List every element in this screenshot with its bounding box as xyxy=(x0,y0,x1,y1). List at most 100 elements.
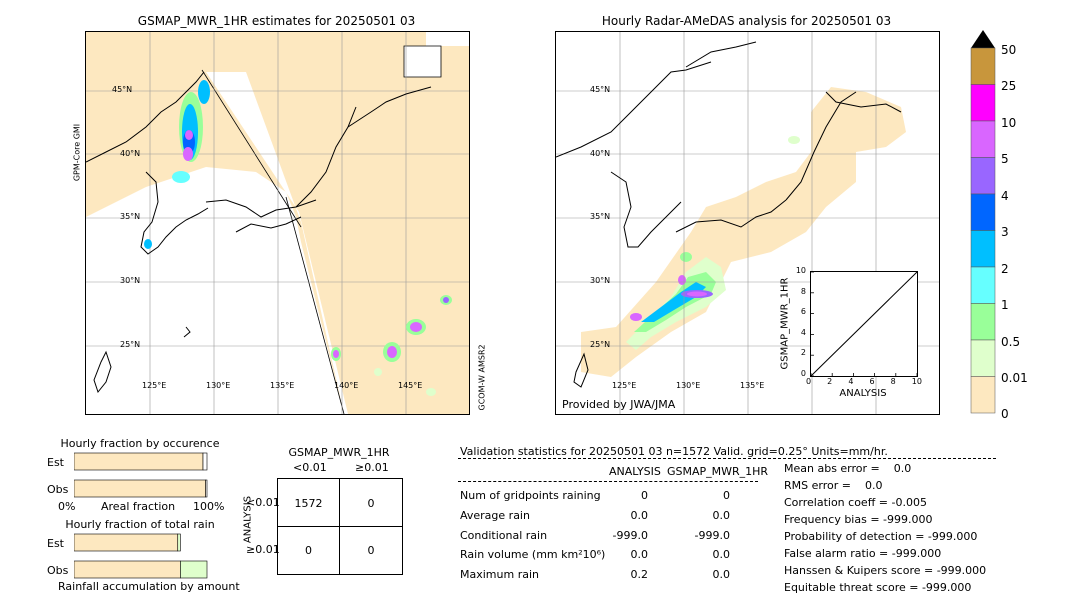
right-lon-label: 130°E xyxy=(676,381,701,390)
scatter-plot xyxy=(811,272,917,376)
colorbar-swatch xyxy=(970,157,996,195)
stat-row-label: Maximum rain xyxy=(460,568,539,581)
scatter-diagonal-line xyxy=(811,272,917,376)
colorbar xyxy=(970,30,996,414)
right-map-title: Hourly Radar-AMeDAS analysis for 2025050… xyxy=(601,14,892,28)
colorbar-extend-arrow xyxy=(971,30,995,48)
total-rain-bar-segment xyxy=(177,533,181,552)
scatter-xtick: 0 xyxy=(806,377,812,386)
stat-row-gsmap: 0 xyxy=(723,489,730,502)
score-line: Equitable threat score = -999.000 xyxy=(784,581,972,594)
occurrence-title: Hourly fraction by occurence xyxy=(60,437,220,450)
validation-col-gsmap: GSMAP_MWR_1HR xyxy=(667,465,769,478)
colorbar-label: 2 xyxy=(1001,262,1009,276)
right-lat-label: 40°N xyxy=(590,149,611,158)
colorbar-swatch xyxy=(970,47,996,85)
total-rain-bar-segment xyxy=(180,560,208,579)
contingency-row-header: ≥0.01 xyxy=(246,543,280,556)
right-side-label: GCOM-W AMSR2 xyxy=(477,344,487,411)
colorbar-label: 0 xyxy=(1001,407,1009,421)
colorbar-swatch xyxy=(970,193,996,231)
score-line: Probability of detection = -999.000 xyxy=(784,530,978,543)
colorbar-label: 4 xyxy=(1001,189,1009,203)
contingency-table: 1572 0 0 0 xyxy=(277,478,403,575)
left-lon-label: 130°E xyxy=(206,381,231,390)
stat-row-label: Conditional rain xyxy=(460,529,548,542)
left-lon-label: 145°E xyxy=(398,381,423,390)
occurrence-xlabel: Areal fraction xyxy=(101,500,176,513)
scatter-ytick: 2 xyxy=(800,348,806,358)
occurrence-cat-obs: Obs xyxy=(47,483,69,496)
occurrence-bars xyxy=(74,452,208,498)
colorbar-label: 3 xyxy=(1001,225,1009,239)
data-credit: Provided by JWA/JMA xyxy=(562,398,676,411)
score-line: Correlation coeff = -0.005 xyxy=(784,496,927,509)
scatter-inset xyxy=(810,271,918,377)
right-lon-label: 125°E xyxy=(612,381,637,390)
occurrence-bar-segment xyxy=(74,452,204,471)
stat-row-label: Rain volume (mm km²10⁶) xyxy=(460,548,606,561)
left-lat-label: 30°N xyxy=(120,276,141,285)
colorbar-swatch xyxy=(970,230,996,268)
scatter-ytick: 6 xyxy=(800,307,806,317)
score-line: RMS error = 0.0 xyxy=(784,479,883,492)
left-lat-label: 45°N xyxy=(112,85,133,94)
score-line: False alarm ratio = -999.000 xyxy=(784,547,942,560)
total-rain-cat-est: Est xyxy=(47,537,64,550)
total-rain-bar-segment xyxy=(74,533,179,552)
validation-divider xyxy=(458,458,996,459)
scatter-ytick: 4 xyxy=(800,327,806,337)
occurrence-bar-segment xyxy=(202,452,208,471)
right-map: 45°N 40°N 35°N 30°N 25°N 125°E 130°E 135… xyxy=(555,31,940,415)
colorbar-swatch xyxy=(970,266,996,304)
total-rain-bar-segment xyxy=(74,560,181,579)
colorbar-label: 0.01 xyxy=(1001,371,1028,385)
left-map-title: GSMAP_MWR_1HR estimates for 20250501 03 xyxy=(137,14,416,28)
contingency-col-header: ≥0.01 xyxy=(355,461,389,474)
left-lat-label: 35°N xyxy=(120,212,141,221)
contingency-cell: 0 xyxy=(367,497,375,510)
validation-col-analysis: ANALYSIS xyxy=(609,465,661,478)
colorbar-swatch xyxy=(970,303,996,341)
right-map-precip xyxy=(626,136,800,350)
left-lon-label: 135°E xyxy=(270,381,295,390)
left-lat-label: 25°N xyxy=(120,340,141,349)
left-lon-label: 140°E xyxy=(334,381,359,390)
scatter-xtick: 10 xyxy=(911,377,922,386)
contingency-title: GSMAP_MWR_1HR xyxy=(288,446,390,459)
colorbar-swatch xyxy=(970,339,996,377)
colorbar-label: 0.5 xyxy=(1001,335,1021,349)
scatter-xlabel: ANALYSIS xyxy=(839,388,887,399)
colorbar-swatch xyxy=(970,84,996,122)
left-side-label: GPM-Core GMI xyxy=(72,123,82,182)
scatter-ytick: 8 xyxy=(800,286,806,296)
left-map: 45°N 40°N 35°N 30°N 25°N 125°E 130°E 135… xyxy=(85,31,470,415)
scatter-yticks: 0 2 4 6 8 10 xyxy=(794,266,806,378)
stat-row-gsmap: 0.0 xyxy=(712,568,731,581)
score-line: Frequency bias = -999.000 xyxy=(784,513,933,526)
scatter-xtick: 6 xyxy=(869,377,875,386)
total-rain-bars xyxy=(74,533,208,579)
right-lat-label: 35°N xyxy=(590,212,611,221)
right-lon-label: 135°E xyxy=(740,381,765,390)
contingency-row-header: <0.01 xyxy=(246,496,280,509)
stat-row-analysis: -999.0 xyxy=(612,529,648,542)
colorbar-label: 50 xyxy=(1001,43,1017,57)
contingency-row-axis-label: ANALYSIS xyxy=(242,495,254,544)
colorbar-label: 10 xyxy=(1001,116,1017,130)
colorbar-label: 5 xyxy=(1001,152,1009,166)
colorbar-label: 25 xyxy=(1001,79,1017,93)
stat-row-label: Average rain xyxy=(460,509,530,522)
colorbar-swatch xyxy=(970,376,996,414)
stat-row-label: Num of gridpoints raining xyxy=(460,489,601,502)
stat-row-analysis: 0.0 xyxy=(630,548,649,561)
stat-row-gsmap: 0.0 xyxy=(712,509,731,522)
scatter-xtick: 8 xyxy=(890,377,896,386)
score-line: Hanssen & Kuipers score = -999.000 xyxy=(784,564,987,577)
right-lat-label: 25°N xyxy=(590,340,611,349)
left-map-precip xyxy=(144,80,452,396)
right-lat-label: 45°N xyxy=(590,85,611,94)
scatter-xtick: 4 xyxy=(848,377,854,386)
total-rain-xlabel: Rainfall accumulation by amount xyxy=(58,580,240,593)
contingency-col-header: <0.01 xyxy=(293,461,327,474)
